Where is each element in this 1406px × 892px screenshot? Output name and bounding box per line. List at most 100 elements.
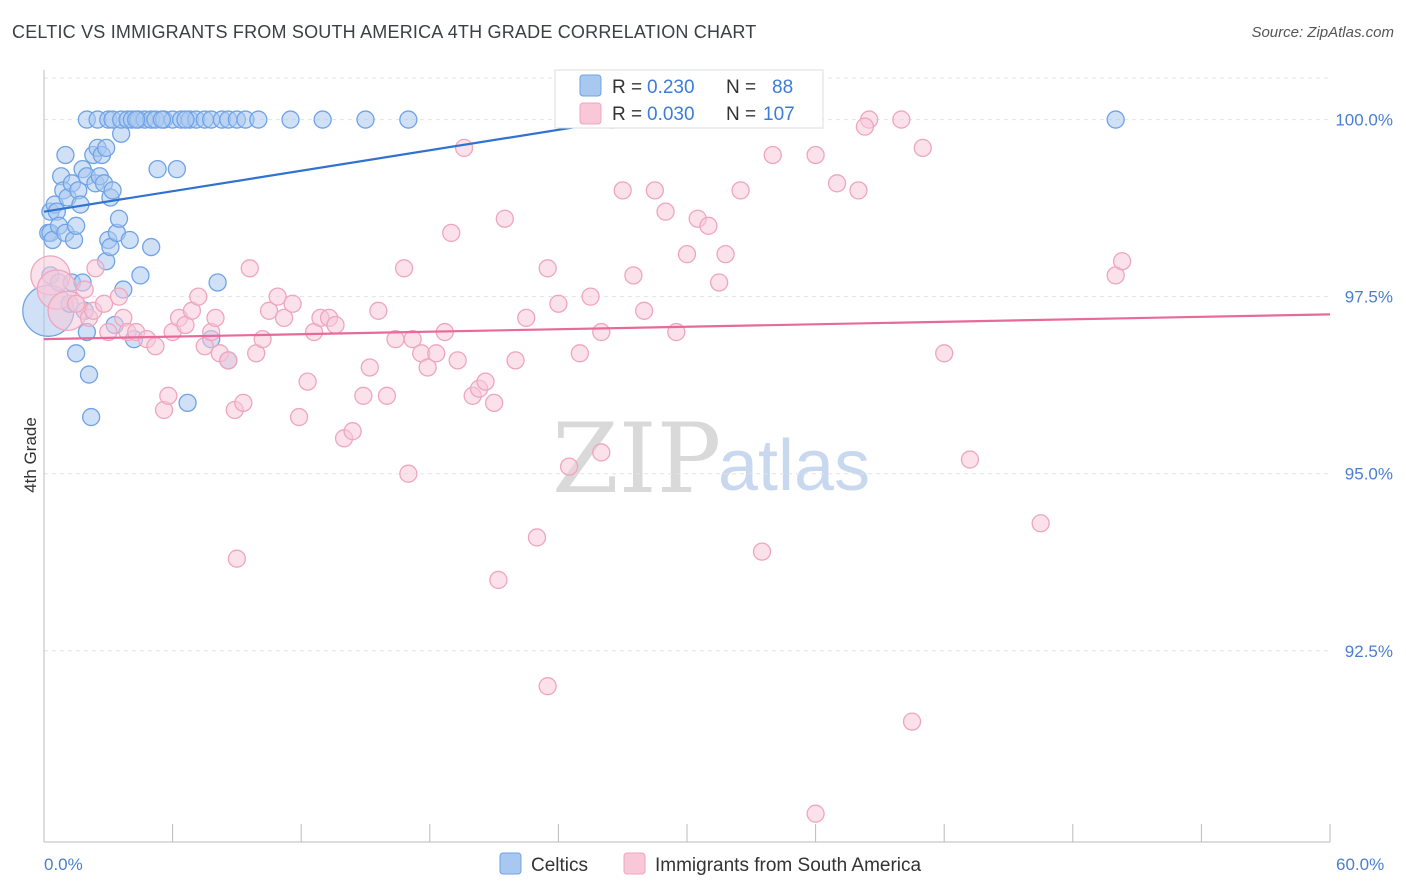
series-legend: Celtics Immigrants from South America <box>499 852 922 876</box>
legend-r-label-1: R = <box>612 77 642 98</box>
data-point <box>274 308 294 328</box>
data-point <box>208 273 227 292</box>
trend-line-celtics <box>43 118 623 213</box>
data-point <box>142 237 161 257</box>
data-point <box>75 280 94 299</box>
data-point <box>86 259 105 278</box>
data-point <box>1106 110 1125 129</box>
data-point <box>454 138 474 158</box>
data-point <box>67 344 86 363</box>
data-point <box>645 181 664 200</box>
data-point <box>152 110 172 129</box>
series-celtics <box>22 110 1125 427</box>
data-point <box>403 329 422 349</box>
data-point <box>699 216 718 235</box>
chart-title: CELTIC VS IMMIGRANTS FROM SOUTH AMERICA … <box>12 22 757 42</box>
trend-lines <box>43 118 1331 341</box>
data-point <box>360 358 379 377</box>
legend-swatch-immigrants <box>579 102 602 125</box>
data-point <box>313 110 332 129</box>
data-point <box>131 266 150 285</box>
data-point <box>253 329 272 349</box>
watermark-zip: ZIP <box>552 403 721 515</box>
data-point <box>146 337 165 356</box>
data-point <box>418 358 437 377</box>
data-point <box>326 315 345 335</box>
data-point <box>56 145 75 165</box>
data-point <box>234 393 253 413</box>
axes <box>43 70 1331 843</box>
x-tick-label-max: 60.0% <box>1336 855 1384 874</box>
data-point <box>356 110 375 129</box>
data-point <box>268 287 287 306</box>
legend-r-value-1: 0.230 <box>647 77 695 98</box>
data-point <box>79 365 99 384</box>
data-point <box>399 110 418 129</box>
data-point <box>283 294 302 313</box>
y-tick-label: 95.0% <box>1345 465 1393 484</box>
data-point <box>752 542 772 561</box>
data-point <box>677 244 697 264</box>
data-point <box>189 287 208 306</box>
bottom-legend-celtics: Celtics <box>531 855 588 876</box>
data-point <box>624 266 643 285</box>
data-point <box>99 322 118 342</box>
data-point <box>227 549 247 568</box>
legend-swatch-celtics <box>579 74 602 97</box>
legend-n-value-2: 107 <box>763 104 795 125</box>
y-tick-label: 97.5% <box>1345 288 1393 307</box>
data-point <box>343 422 362 441</box>
data-point <box>527 528 547 547</box>
legend-r-label-2: R = <box>612 104 642 125</box>
data-point <box>538 259 557 278</box>
chart-source: Source: ZipAtlas.com <box>1251 24 1394 41</box>
data-point <box>489 570 508 590</box>
data-point <box>167 160 187 179</box>
y-tick-label: 100.0% <box>1335 111 1393 130</box>
data-point <box>902 712 922 731</box>
data-points <box>22 110 1132 823</box>
data-point <box>484 393 504 413</box>
data-point <box>517 308 536 328</box>
data-point <box>710 273 729 292</box>
data-point <box>176 110 195 129</box>
data-point <box>427 344 446 363</box>
data-point <box>377 386 397 405</box>
data-point <box>178 393 197 413</box>
trend-line-immigrants <box>43 313 1331 341</box>
data-point <box>120 230 139 250</box>
y-tick-labels: 100.0% 97.5% 95.0% 92.5% <box>1335 111 1393 661</box>
legend-n-label-2: N = <box>726 104 756 125</box>
data-point <box>289 407 309 427</box>
data-point <box>570 344 589 363</box>
data-point <box>67 294 86 313</box>
data-point <box>240 259 259 278</box>
data-point <box>495 209 514 228</box>
data-point <box>581 287 600 306</box>
data-point <box>219 351 238 370</box>
data-point <box>97 138 116 158</box>
data-point <box>249 110 268 129</box>
data-point <box>656 202 675 221</box>
data-point <box>634 301 654 320</box>
data-point <box>82 407 101 427</box>
y-tick-label: 92.5% <box>1345 642 1393 661</box>
data-point <box>67 216 86 235</box>
data-point <box>613 181 632 200</box>
data-point <box>913 138 932 158</box>
data-point <box>559 457 579 476</box>
data-point <box>592 443 611 462</box>
data-point <box>159 386 178 405</box>
data-point <box>892 110 911 129</box>
legend-n-label-1: N = <box>726 77 756 98</box>
data-point <box>763 145 782 165</box>
data-point <box>448 351 467 370</box>
data-point <box>827 174 847 193</box>
data-point <box>855 117 875 136</box>
legend-r-value-2: 0.030 <box>647 104 695 125</box>
data-point <box>394 259 414 278</box>
data-point <box>109 287 129 306</box>
bottom-legend-swatch-immigrants <box>623 852 646 875</box>
stats-legend: R = 0.230 N = 88 R = 0.030 N = 107 <box>554 69 824 129</box>
